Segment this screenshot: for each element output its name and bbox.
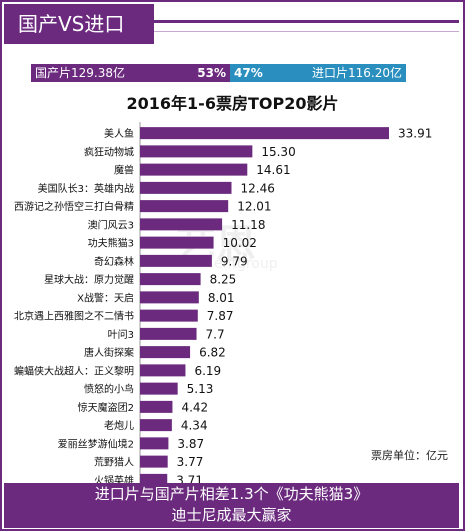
- value-label-16: 4.34: [181, 419, 208, 433]
- value-label-13: 6.19: [194, 364, 221, 378]
- category-label-18: 荒野猎人: [94, 456, 134, 469]
- category-label-10: 北京遇上西雅图之不二情书: [14, 310, 134, 323]
- header: 国产VS进口: [4, 4, 459, 44]
- bar-11: [140, 327, 197, 340]
- category-label-2: 魔兽: [114, 164, 134, 177]
- category-label-0: 美人鱼: [104, 127, 134, 140]
- value-label-0: 33.91: [398, 127, 432, 141]
- bar-10: [140, 309, 198, 322]
- value-label-18: 3.77: [177, 455, 204, 469]
- category-label-7: 奇幻森林: [94, 255, 134, 268]
- bar-5: [140, 218, 223, 231]
- bar-0: [140, 127, 389, 140]
- bar-15: [140, 400, 173, 413]
- value-label-3: 12.46: [240, 181, 274, 195]
- bar-9: [140, 291, 199, 304]
- share-domestic-segment: 国产片129.38亿 53%: [31, 64, 230, 82]
- bar-1: [140, 145, 253, 158]
- category-label-5: 澳门风云3: [88, 218, 134, 231]
- chart-title: 2016年1-6票房TOP20影片: [126, 94, 339, 113]
- value-label-8: 8.25: [210, 273, 237, 287]
- share-import-label: 进口片116.20亿: [312, 66, 402, 80]
- category-label-17: 爱丽丝梦游仙境2: [58, 437, 134, 450]
- footer-banner: 进口片与国产片相差1.3个《功夫熊猫3》 迪士尼成最大赢家: [4, 483, 459, 528]
- bar-3: [140, 181, 232, 194]
- value-label-17: 3.87: [177, 437, 204, 451]
- value-label-9: 8.01: [208, 291, 235, 305]
- bar-6: [140, 236, 214, 249]
- value-label-1: 15.30: [261, 145, 295, 159]
- category-label-9: X战警：天启: [77, 291, 134, 304]
- share-domestic-pct: 53%: [197, 66, 226, 80]
- category-label-11: 叶问3: [108, 328, 134, 341]
- bar-12: [140, 346, 191, 359]
- unit-label: 票房单位：亿元: [371, 449, 448, 462]
- header-title: 国产VS进口: [4, 4, 154, 44]
- value-label-7: 9.79: [221, 254, 248, 268]
- value-label-14: 5.13: [187, 382, 214, 396]
- category-label-13: 蝙蝠侠大战超人：正义黎明: [14, 364, 134, 377]
- share-domestic-label: 国产片129.38亿: [35, 66, 125, 80]
- watermark-sub-text: entgroup: [214, 256, 278, 272]
- bar-8: [140, 273, 201, 286]
- bar-2: [140, 163, 248, 176]
- header-rule: [154, 20, 459, 32]
- value-label-15: 4.42: [181, 400, 208, 414]
- value-label-4: 12.01: [237, 200, 271, 214]
- bar-19: [140, 473, 168, 486]
- value-label-2: 14.61: [256, 163, 290, 177]
- share-import-segment: 47% 进口片116.20亿: [230, 64, 406, 82]
- category-label-4: 西游记之孙悟空三打白骨精: [14, 200, 134, 213]
- share-bar: 国产片129.38亿 53% 47% 进口片116.20亿: [31, 64, 406, 82]
- category-label-12: 唐人街探案: [84, 346, 134, 359]
- category-label-3: 美国队长3：英雄内战: [38, 182, 134, 195]
- value-label-6: 10.02: [223, 236, 257, 250]
- footer-line-1: 进口片与国产片相差1.3个《功夫熊猫3》: [94, 485, 369, 503]
- category-label-15: 惊天魔盗团2: [78, 401, 134, 414]
- category-label-1: 疯狂动物城: [84, 145, 134, 158]
- category-label-6: 功夫熊猫3: [88, 237, 134, 250]
- bar-17: [140, 437, 169, 450]
- category-label-14: 愤怒的小鸟: [84, 383, 134, 396]
- category-label-8: 星球大战：原力觉醒: [44, 273, 134, 286]
- bar-7: [140, 254, 212, 267]
- bar-4: [140, 200, 229, 213]
- category-label-16: 老炮儿: [104, 419, 134, 432]
- value-label-5: 11.18: [231, 218, 265, 232]
- bar-14: [140, 382, 178, 395]
- value-label-11: 7.7: [206, 327, 225, 341]
- bar-18: [140, 455, 168, 468]
- bar-16: [140, 419, 172, 432]
- value-label-10: 7.87: [207, 309, 234, 323]
- bar-13: [140, 364, 186, 377]
- footer-line-2: 迪士尼成最大赢家: [171, 506, 292, 524]
- value-label-12: 6.82: [199, 346, 226, 360]
- share-import-pct: 47%: [234, 66, 263, 80]
